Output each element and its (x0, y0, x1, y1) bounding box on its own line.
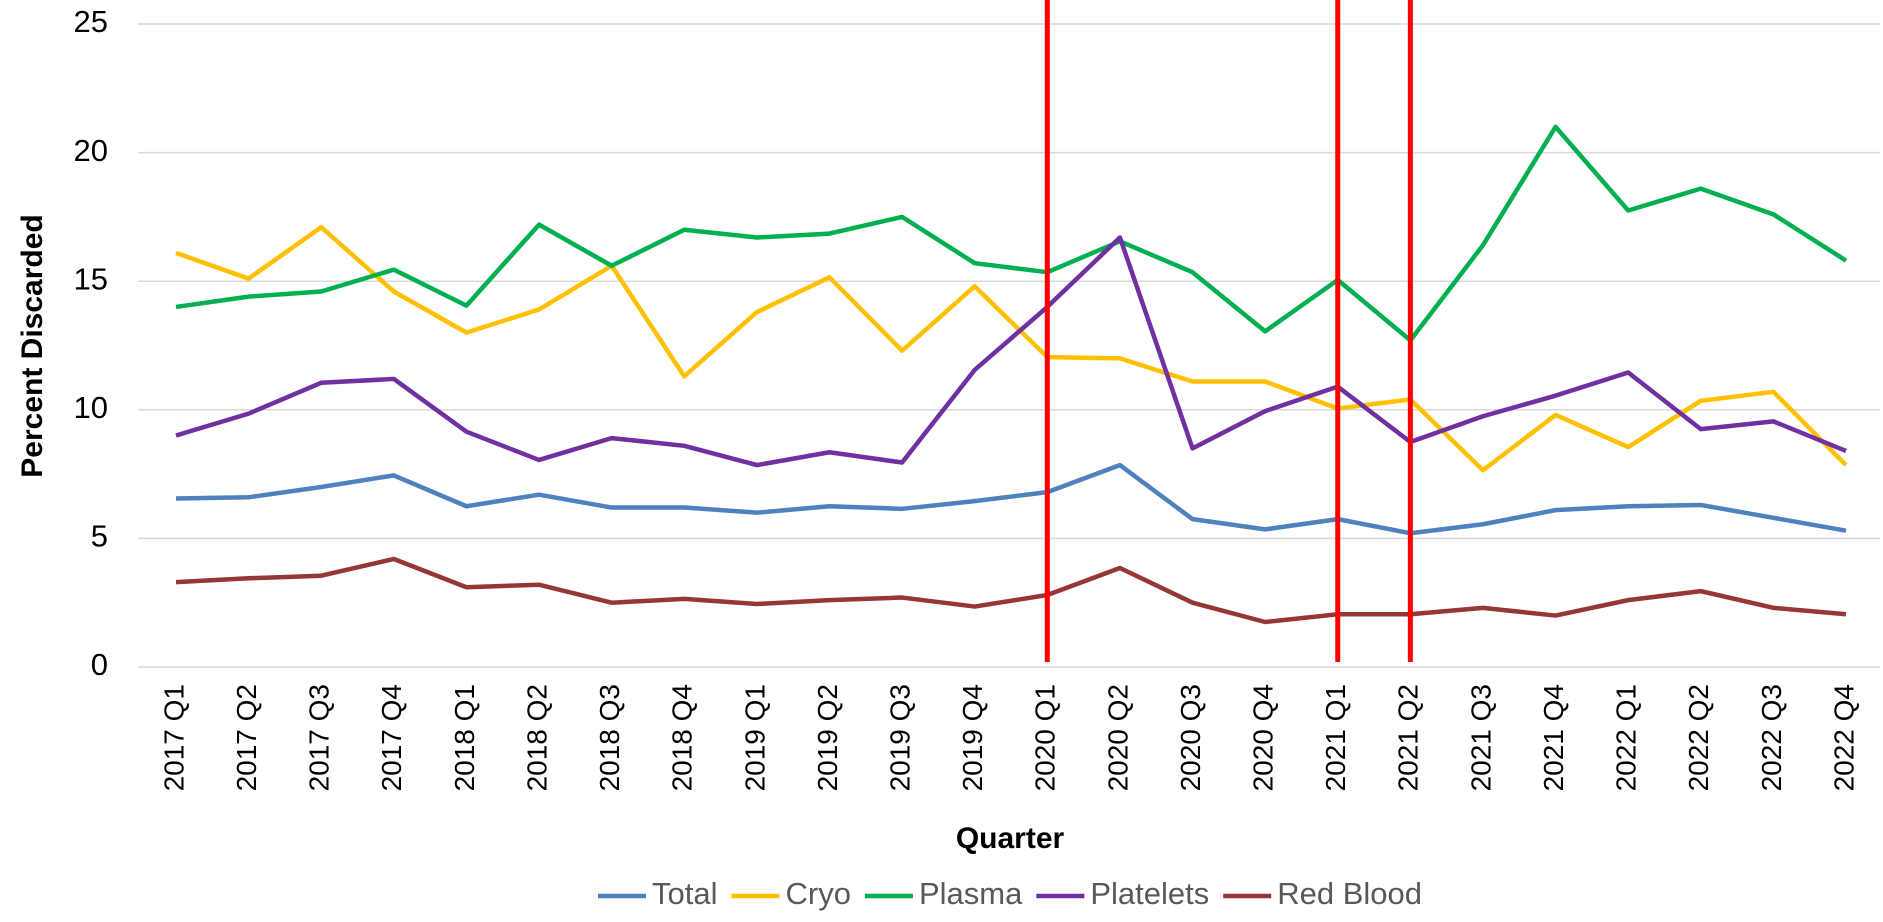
x-tick-label: 2018 Q2 (521, 684, 552, 791)
x-tick-label: 2020 Q3 (1175, 684, 1206, 791)
x-tick-label: 2017 Q4 (376, 684, 407, 791)
legend-label: Red Blood (1277, 876, 1422, 911)
series-line (175, 462, 1847, 536)
x-tick-label: 2022 Q4 (1828, 684, 1859, 791)
legend-label: Platelets (1090, 876, 1209, 911)
x-tick-label: 2021 Q1 (1320, 684, 1351, 791)
y-tick-label: 20 (74, 133, 108, 168)
legend-item: Platelets (1036, 876, 1209, 911)
x-tick-label: 2017 Q1 (158, 684, 189, 791)
y-tick-label: 15 (74, 261, 108, 296)
y-tick-label: 0 (91, 647, 108, 682)
x-tick-label: 2019 Q2 (812, 684, 843, 791)
legend-item: Cryo (731, 876, 851, 911)
series-line (175, 224, 1848, 473)
x-tick-label: 2019 Q1 (739, 684, 770, 791)
legend-label: Total (652, 876, 717, 911)
y-tick-label: 25 (74, 4, 108, 39)
x-axis-title: Quarter (956, 822, 1065, 855)
x-tick-label: 2020 Q2 (1102, 684, 1133, 791)
x-tick-label: 2018 Q3 (594, 684, 625, 791)
x-tick-label: 2021 Q3 (1465, 684, 1496, 791)
x-tick-label: 2017 Q3 (304, 684, 335, 791)
x-tick-label: 2018 Q1 (449, 684, 480, 791)
x-tick-label: 2022 Q3 (1756, 684, 1787, 791)
x-tick-label: 2022 Q2 (1683, 684, 1714, 791)
x-tick-label: 2020 Q1 (1030, 684, 1061, 791)
series-line (175, 124, 1848, 343)
legend-item: Total (598, 876, 717, 911)
y-tick-label: 10 (74, 390, 108, 425)
legend-label: Plasma (919, 876, 1023, 911)
x-tick-label: 2019 Q4 (957, 684, 988, 791)
y-tick-label: 5 (91, 519, 108, 554)
legend-label: Cryo (785, 876, 850, 911)
x-tick-label: 2019 Q3 (884, 684, 915, 791)
legend-item: Plasma (864, 876, 1023, 911)
series-line (175, 235, 1847, 468)
x-tick-label: 2018 Q4 (667, 684, 698, 791)
series-line (175, 556, 1847, 625)
x-tick-label: 2017 Q2 (231, 684, 262, 791)
x-tick-label: 2020 Q4 (1248, 684, 1279, 791)
legend-item: Red Blood (1223, 876, 1422, 911)
x-tick-label: 2021 Q4 (1538, 684, 1569, 791)
y-axis-title: Percent Discarded (16, 214, 49, 477)
x-tick-label: 2021 Q2 (1393, 684, 1424, 791)
x-tick-label: 2022 Q1 (1611, 684, 1642, 791)
